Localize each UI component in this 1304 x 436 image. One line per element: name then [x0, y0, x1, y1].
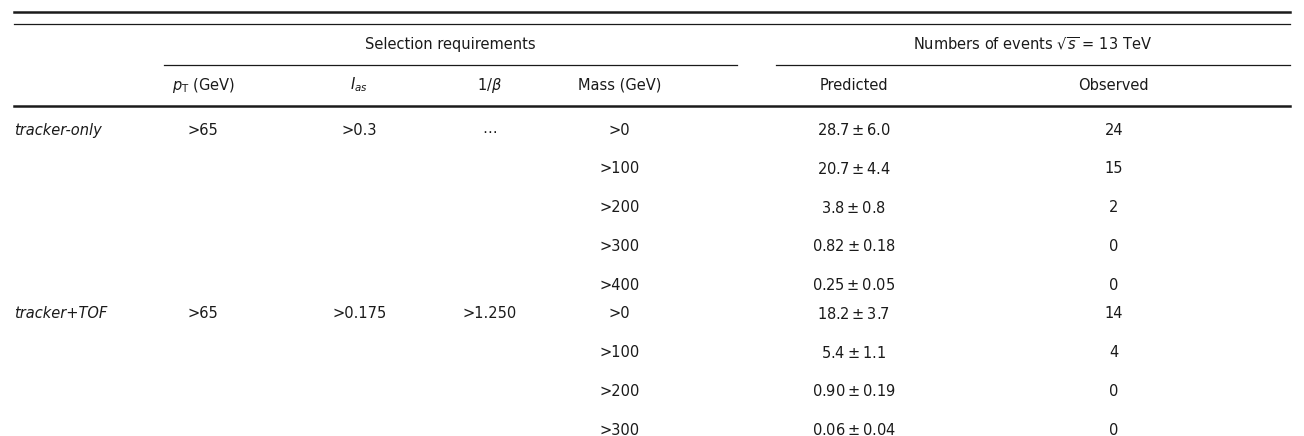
Text: 24: 24	[1104, 123, 1123, 137]
Text: $5.4 \pm 1.1$: $5.4 \pm 1.1$	[822, 344, 887, 361]
Text: 4: 4	[1110, 345, 1119, 360]
Text: $28.7 \pm 6.0$: $28.7 \pm 6.0$	[816, 122, 891, 138]
Text: >100: >100	[600, 345, 639, 360]
Text: $1/\beta$: $1/\beta$	[477, 75, 502, 95]
Text: Observed: Observed	[1078, 78, 1149, 92]
Text: $0.06 \pm 0.04$: $0.06 \pm 0.04$	[811, 422, 896, 436]
Text: $\cdots$: $\cdots$	[482, 123, 497, 137]
Text: >65: >65	[188, 307, 219, 321]
Text: Selection requirements: Selection requirements	[365, 37, 536, 52]
Text: 2: 2	[1110, 200, 1119, 215]
Text: >0: >0	[609, 307, 630, 321]
Text: >0: >0	[609, 123, 630, 137]
Text: 0: 0	[1110, 384, 1119, 399]
Text: Predicted: Predicted	[819, 78, 888, 92]
Text: Mass (GeV): Mass (GeV)	[578, 78, 661, 92]
Text: 0: 0	[1110, 278, 1119, 293]
Text: 0: 0	[1110, 423, 1119, 436]
Text: >100: >100	[600, 161, 639, 176]
Text: tracker-only: tracker-only	[14, 123, 102, 137]
Text: >1.250: >1.250	[462, 307, 516, 321]
Text: $0.90 \pm 0.19$: $0.90 \pm 0.19$	[811, 383, 896, 399]
Text: $18.2 \pm 3.7$: $18.2 \pm 3.7$	[818, 306, 891, 322]
Text: $3.8 \pm 0.8$: $3.8 \pm 0.8$	[822, 200, 885, 216]
Text: >200: >200	[600, 384, 640, 399]
Text: $I_{as}$: $I_{as}$	[351, 76, 368, 95]
Text: >200: >200	[600, 200, 640, 215]
Text: 0: 0	[1110, 239, 1119, 254]
Text: >65: >65	[188, 123, 219, 137]
Text: >300: >300	[600, 239, 639, 254]
Text: tracker+TOF: tracker+TOF	[14, 307, 108, 321]
Text: $p_{\mathrm{T}}$ (GeV): $p_{\mathrm{T}}$ (GeV)	[172, 75, 235, 95]
Text: 14: 14	[1104, 307, 1123, 321]
Text: $0.82 \pm 0.18$: $0.82 \pm 0.18$	[812, 238, 896, 255]
Text: >300: >300	[600, 423, 639, 436]
Text: >0.175: >0.175	[333, 307, 386, 321]
Text: >0.3: >0.3	[342, 123, 377, 137]
Text: $0.25 \pm 0.05$: $0.25 \pm 0.05$	[812, 277, 896, 293]
Text: >400: >400	[600, 278, 639, 293]
Text: 15: 15	[1104, 161, 1123, 176]
Text: Numbers of events $\sqrt{s}$ = 13 TeV: Numbers of events $\sqrt{s}$ = 13 TeV	[913, 36, 1151, 53]
Text: $20.7 \pm 4.4$: $20.7 \pm 4.4$	[816, 161, 891, 177]
